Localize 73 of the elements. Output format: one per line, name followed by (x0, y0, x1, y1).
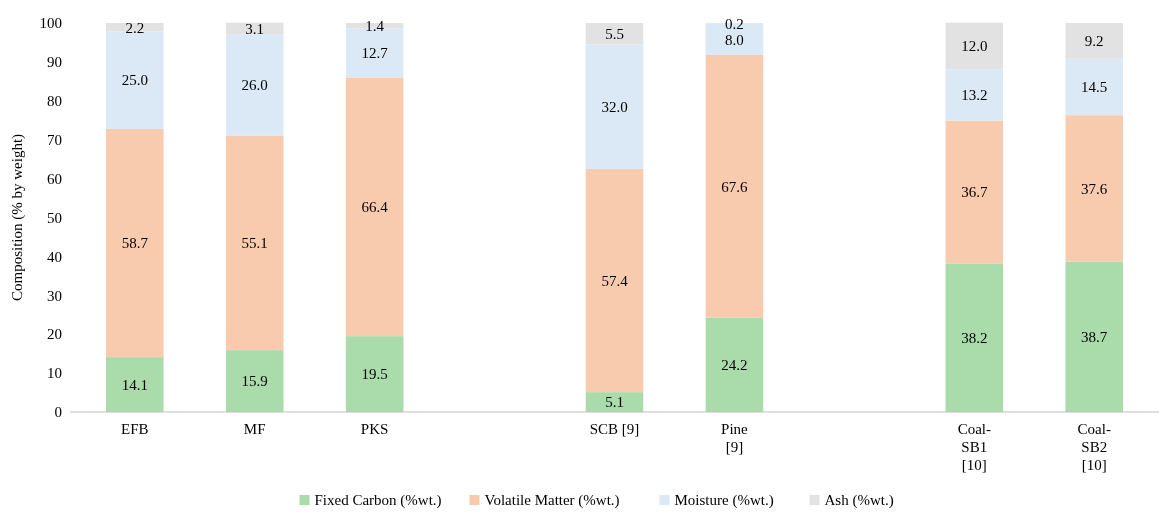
data-label: 66.4 (361, 199, 389, 216)
bar (1065, 115, 1124, 262)
bar (585, 44, 644, 169)
data-label: 32.0 (601, 98, 628, 115)
y-axis-title: Composition (% by weight) (9, 133, 26, 302)
y-tick-label: 50 (47, 209, 62, 226)
bar (105, 357, 164, 412)
bar (105, 23, 164, 32)
bar (105, 31, 164, 129)
y-tick-label: 30 (47, 287, 62, 304)
bar (105, 128, 164, 358)
x-tick-label: Pine [9] (721, 421, 749, 455)
x-tick-label: EFB (121, 421, 149, 437)
x-tick-label: MF (243, 421, 266, 437)
legend-label: Fixed Carbon (%wt.) (314, 492, 442, 509)
data-label: 8.0 (725, 31, 744, 48)
data-label: 57.4 (601, 272, 629, 289)
y-tick-label: 40 (47, 248, 62, 265)
data-label: 19.5 (361, 366, 388, 383)
y-tick-label: 100 (39, 15, 62, 32)
data-label: 24.2 (721, 357, 748, 374)
data-label: 38.7 (1081, 328, 1108, 345)
data-label: 2.2 (125, 19, 145, 36)
bar (585, 168, 644, 393)
bar (1065, 23, 1124, 59)
data-label: 5.1 (605, 394, 624, 411)
legend-label: Moisture (%wt.) (674, 492, 774, 509)
data-label: 3.1 (245, 20, 265, 37)
data-label: 37.6 (1081, 180, 1108, 197)
bar (225, 135, 284, 351)
bar (705, 317, 764, 412)
data-label: 58.7 (121, 235, 149, 252)
data-label: 1.4 (365, 17, 385, 34)
bar (345, 336, 404, 412)
data-label: 67.6 (721, 178, 749, 195)
bar (1065, 261, 1124, 412)
x-tick-label: Coal-SB2 [10] (1077, 421, 1111, 473)
bar (705, 54, 764, 318)
data-label: 15.9 (241, 373, 268, 390)
bar (945, 120, 1004, 264)
y-tick-label: 10 (47, 365, 62, 382)
data-label: 55.1 (241, 235, 268, 252)
bar (945, 22, 1004, 70)
y-tick-label: 80 (47, 93, 62, 110)
data-label: 36.7 (961, 184, 988, 201)
data-label: 26.0 (241, 77, 268, 94)
legend-label: Ash (%wt.) (824, 492, 894, 509)
data-label: 12.0 (961, 38, 988, 55)
y-tick-label: 70 (47, 131, 62, 148)
data-label: 9.2 (1084, 33, 1104, 50)
bar (1065, 58, 1124, 116)
bar (945, 263, 1004, 412)
bar (945, 69, 1004, 121)
legend-label: Volatile Matter (%wt.) (484, 492, 620, 509)
x-tick-label: SCB [9] (589, 421, 640, 437)
bar (225, 350, 284, 412)
data-label: 0.2 (725, 15, 744, 32)
data-label: 25.0 (121, 72, 148, 89)
bar (345, 77, 404, 337)
y-tick-label: 0 (54, 404, 62, 421)
x-tick-label: PKS (360, 421, 389, 437)
y-tick-label: 60 (47, 170, 62, 187)
data-label: 5.5 (605, 25, 624, 42)
data-label: 12.7 (361, 45, 389, 62)
data-label: 14.5 (1081, 79, 1108, 96)
x-tick-label: Coal-SB1 [10] (957, 421, 991, 473)
bar (225, 34, 284, 136)
data-label: 38.2 (961, 329, 988, 346)
bar (585, 23, 644, 45)
data-label: 13.2 (961, 87, 988, 104)
y-tick-label: 20 (47, 326, 62, 343)
y-tick-label: 90 (47, 54, 62, 71)
data-label: 14.1 (121, 376, 148, 393)
